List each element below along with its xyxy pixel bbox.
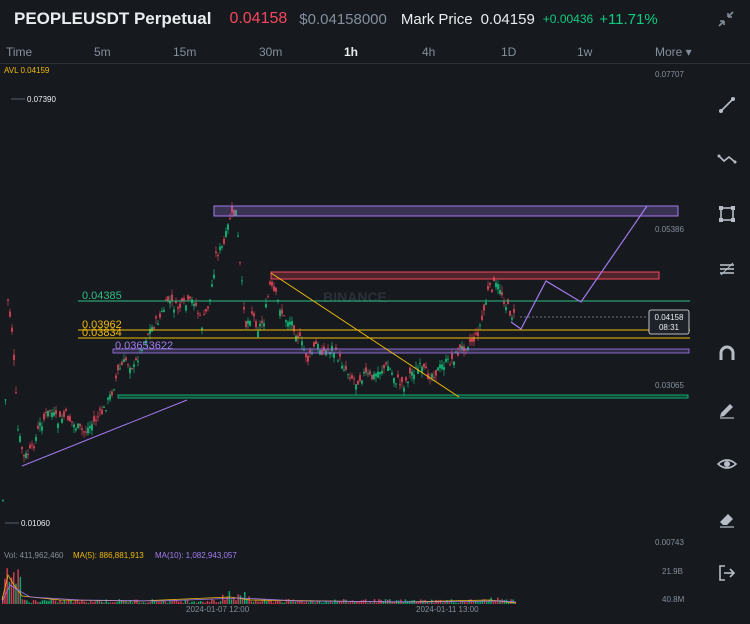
- price-change-percent: +11.71%: [599, 10, 658, 28]
- tf-5m[interactable]: 5m: [94, 45, 111, 59]
- chart-canvas[interactable]: BINANCE AVL 0.04159 0.07390 0.01060 0.07…: [0, 64, 700, 624]
- watermark: BINANCE: [323, 289, 387, 305]
- price-change: +0.00436: [542, 12, 594, 26]
- volume-axis-label: 21.9B: [662, 567, 683, 576]
- price-axis-label: 0.03065: [655, 381, 684, 390]
- current-price-value: 0.04158: [655, 313, 684, 322]
- price-axis-label: 0.05386: [655, 225, 684, 234]
- tf-1h[interactable]: 1h: [344, 45, 359, 59]
- ma10-label: MA(10): 1,082,943,057: [155, 551, 237, 560]
- countdown-timer: 08:31: [659, 323, 680, 332]
- timeframe-bar: Time 5m 15m 30m 1h 4h 1D 1w More ▾: [0, 42, 750, 64]
- exit-icon[interactable]: [716, 562, 738, 584]
- usd-price: $0.04158000: [299, 10, 387, 28]
- tf-time[interactable]: Time: [6, 45, 33, 59]
- high-label: 0.07390: [27, 95, 56, 104]
- rectangle-tool-icon[interactable]: [716, 203, 738, 225]
- current-price-tag: [648, 309, 690, 335]
- magnet-icon[interactable]: [716, 343, 738, 365]
- level-label: 0.03962: [82, 319, 122, 331]
- trendline-yellow[interactable]: [270, 272, 460, 398]
- tf-1w[interactable]: 1w: [577, 45, 593, 59]
- line-tool-icon[interactable]: [716, 94, 738, 116]
- price-axis-label: 0.00743: [655, 538, 684, 547]
- resistance-zone-red[interactable]: [270, 271, 660, 280]
- price-chart[interactable]: BINANCE AVL 0.04159 0.07390 0.01060 0.07…: [0, 64, 700, 624]
- volume-label: Vol: 411,962,460: [4, 551, 64, 560]
- ma5-label: MA(5): 886,881,913: [73, 551, 144, 560]
- time-axis-label: 2024-01-07 12:00: [186, 605, 250, 614]
- pencil-icon[interactable]: [716, 398, 738, 420]
- last-price: 0.04158: [229, 10, 288, 27]
- volume-axis-label: 40.8M: [662, 595, 685, 604]
- fib-tool-icon[interactable]: [716, 258, 738, 280]
- support-zone-green[interactable]: [117, 394, 689, 399]
- mark-price-value: 0.04159: [480, 10, 535, 28]
- resistance-zone-purple[interactable]: [213, 205, 679, 217]
- eye-icon[interactable]: [716, 453, 738, 475]
- trendline-purple[interactable]: [21, 399, 188, 467]
- support-zone-purple[interactable]: [112, 348, 690, 354]
- avl-label: AVL 0.04159: [4, 66, 50, 75]
- eraser-icon[interactable]: [716, 508, 738, 530]
- time-axis-label: 2024-01-11 13:00: [416, 605, 479, 614]
- volume-bars: [1, 568, 517, 604]
- pair-title[interactable]: PEOPLEUSDT Perpetual: [14, 9, 212, 28]
- tf-15m[interactable]: 15m: [173, 45, 197, 59]
- tf-30m[interactable]: 30m: [259, 45, 283, 59]
- level-label: 0.03834: [82, 327, 122, 339]
- ticker-header: PEOPLEUSDT Perpetual 0.04158 $0.04158000…: [0, 0, 750, 38]
- collapse-icon[interactable]: [716, 9, 736, 29]
- low-label: 0.01060: [21, 519, 50, 528]
- tf-more[interactable]: More ▾: [655, 45, 692, 59]
- projection-path[interactable]: [510, 205, 648, 330]
- mark-price-label: Mark Price: [400, 10, 473, 28]
- tf-4h[interactable]: 4h: [422, 45, 436, 59]
- level-label: 0.04385: [82, 290, 122, 302]
- level-label: 0.03653622: [115, 340, 173, 352]
- multi-line-tool-icon[interactable]: [716, 148, 738, 170]
- tf-1d[interactable]: 1D: [501, 45, 517, 59]
- price-axis-label: 0.07707: [655, 70, 684, 79]
